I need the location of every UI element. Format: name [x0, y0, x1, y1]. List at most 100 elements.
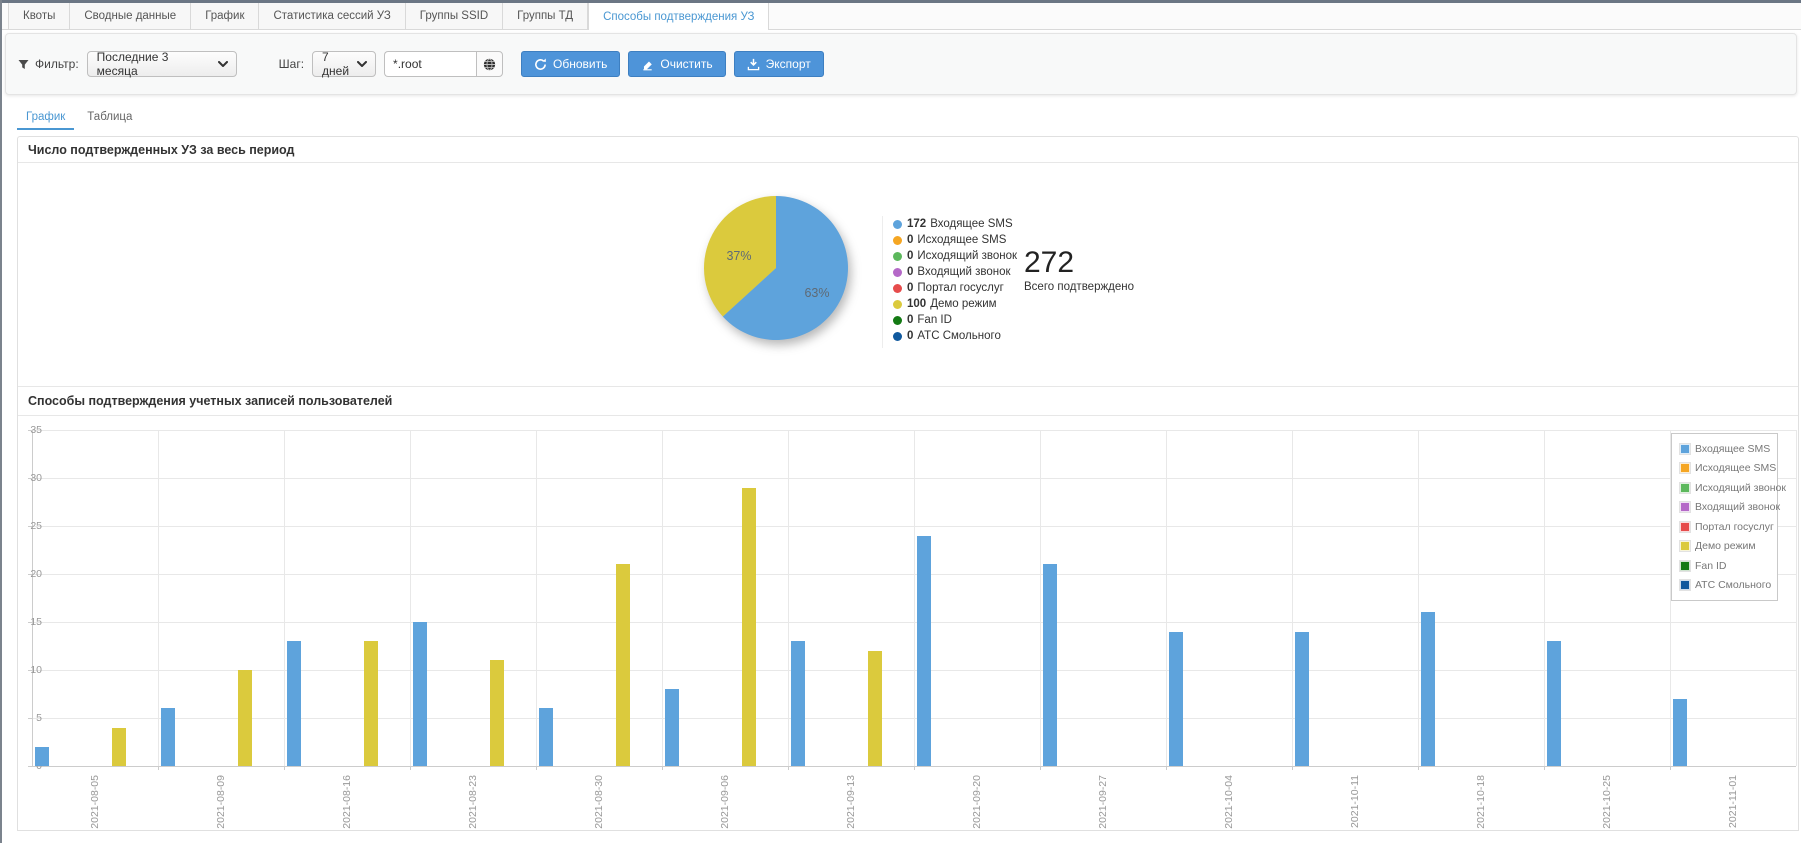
legend-swatch-icon — [1679, 540, 1691, 553]
tab-gruppy-ssid[interactable]: Группы SSID — [405, 3, 504, 29]
gridline-v — [914, 430, 915, 766]
tab-svodnye-dannye[interactable]: Сводные данные — [70, 3, 192, 29]
bar-section-title: Способы подтверждения учетных записей по… — [28, 394, 393, 408]
bar-legend-item[interactable]: Входящее SMS — [1672, 439, 1777, 459]
bar-legend-item[interactable]: Входящий звонок — [1672, 498, 1781, 518]
filter-funnel-icon — [18, 59, 29, 69]
pie-slice-0 — [722, 196, 848, 340]
x-axis-date: 2021-10-25 — [1601, 775, 1613, 829]
y-tick — [28, 430, 32, 431]
legend-dot-icon — [893, 235, 902, 245]
gridline-v — [662, 430, 663, 766]
window-left-edge — [0, 0, 2, 843]
bar-legend-item[interactable]: Портал госуслуг — [1672, 517, 1777, 537]
pie-percent-label: 63% — [804, 286, 830, 300]
pie-legend-value: 0 — [907, 314, 914, 326]
pie-legend-item[interactable]: 0 Портал госуслуг — [893, 280, 1017, 296]
tab-sposoby-podtverzhdeniya[interactable]: Способы подтверждения УЗ — [588, 3, 770, 30]
x-axis-date: 2021-10-04 — [1223, 775, 1235, 829]
y-tick — [28, 574, 32, 575]
x-tick — [158, 766, 159, 770]
tabbar-spacer — [769, 3, 1801, 29]
plot-right-border — [1796, 430, 1797, 766]
x-axis-date: 2021-11-01 — [1727, 775, 1739, 828]
bar-legend-item[interactable]: Fan ID — [1672, 556, 1777, 576]
bar-legend-item[interactable]: Исходящее SMS — [1672, 459, 1777, 479]
legend-dot-icon — [893, 219, 902, 229]
pie-legend-item[interactable]: 0 АТС Смольного — [893, 328, 1017, 344]
legend-swatch-icon — [1679, 579, 1691, 592]
x-axis-date: 2021-09-06 — [719, 775, 731, 829]
bar — [916, 535, 931, 766]
step-label: Шаг: — [278, 57, 305, 71]
bar-legend-label: АТС Смольного — [1695, 579, 1772, 592]
y-axis-tick-label: 20 — [30, 568, 42, 580]
pie-legend-item[interactable]: 172 Входящее SMS — [893, 216, 1017, 232]
total-confirmed-value: 272 — [1024, 246, 1075, 279]
x-tick — [788, 766, 789, 770]
total-confirmed-label: Всего подтверждено — [1024, 281, 1135, 293]
globe-button[interactable] — [476, 51, 504, 77]
pie-legend-value: 0 — [907, 266, 914, 278]
pie-chart — [703, 196, 848, 340]
pie-legend-value: 0 — [907, 234, 914, 246]
bar-legend-item[interactable]: Исходящий звонок — [1672, 478, 1786, 498]
bar — [412, 622, 427, 766]
bar — [1294, 631, 1309, 766]
pie-legend-item[interactable]: 0 Входящий звонок — [893, 264, 1017, 280]
filter-period-select[interactable]: Последние 3 месяца — [86, 50, 237, 78]
query-input[interactable] — [384, 51, 477, 77]
legend-swatch-icon — [1679, 481, 1691, 494]
bar — [741, 487, 757, 766]
bar — [867, 650, 883, 766]
x-tick — [1544, 766, 1545, 770]
pie-legend-label: Fan ID — [917, 314, 952, 326]
legend-dot-icon — [893, 251, 902, 261]
step-select[interactable]: 7 дней — [312, 50, 377, 78]
bar — [34, 746, 49, 766]
legend-swatch-icon — [1679, 462, 1691, 475]
pie-legend-item[interactable]: 0 Исходящее SMS — [893, 232, 1017, 248]
bar — [1672, 698, 1687, 766]
chevron-down-icon — [217, 61, 228, 67]
pie-legend-item[interactable]: 0 Исходящий звонок — [893, 248, 1017, 264]
x-axis-date: 2021-09-27 — [1097, 775, 1109, 829]
pie-legend-item[interactable]: 0 Fan ID — [893, 312, 1017, 328]
bar-legend-label: Демо режим — [1695, 540, 1756, 553]
gridline-v — [536, 430, 537, 766]
x-tick — [662, 766, 663, 770]
pie-legend-value: 0 — [907, 250, 914, 262]
bar-legend-item[interactable]: Демо режим — [1672, 537, 1777, 557]
bar-legend-item[interactable]: АТС Смольного — [1672, 576, 1777, 596]
view-tab-table[interactable]: Таблица — [87, 111, 133, 123]
y-tick — [28, 718, 32, 719]
bar-legend-label: Входящий звонок — [1695, 501, 1781, 514]
content-panel: Число подтвержденных УЗ за весь период 6… — [17, 136, 1799, 831]
tab-grafik[interactable]: График — [191, 3, 260, 29]
eraser-icon — [643, 61, 653, 70]
main-tabbar: Квоты Сводные данные График Статистика с… — [2, 3, 1801, 30]
pie-legend-label: АТС Смольного — [917, 330, 1001, 342]
clear-button[interactable]: Очистить — [628, 51, 726, 77]
pie-legend-value: 100 — [907, 298, 927, 310]
tab-gruppy-td[interactable]: Группы ТД — [503, 3, 589, 29]
bar — [1546, 641, 1561, 766]
window-top-edge — [0, 0, 1801, 3]
pie-legend-item[interactable]: 100 Демо режим — [893, 296, 1017, 312]
gridline-v — [1670, 430, 1671, 766]
gridline-v — [410, 430, 411, 766]
view-tab-graph[interactable]: График — [17, 108, 75, 130]
x-tick — [914, 766, 915, 770]
export-button[interactable]: Экспорт — [733, 51, 824, 77]
x-axis-date: 2021-10-11 — [1349, 775, 1361, 828]
y-axis-tick-label: 35 — [30, 424, 42, 436]
x-tick — [536, 766, 537, 770]
refresh-button[interactable]: Обновить — [521, 51, 621, 77]
bar — [286, 641, 301, 766]
tab-kvoty[interactable]: Квоты — [8, 3, 71, 29]
y-tick — [28, 622, 32, 623]
tab-statistika-sessiy[interactable]: Статистика сессий УЗ — [259, 3, 406, 29]
y-axis-tick-label: 15 — [30, 616, 42, 628]
gridline-v — [1544, 430, 1545, 766]
